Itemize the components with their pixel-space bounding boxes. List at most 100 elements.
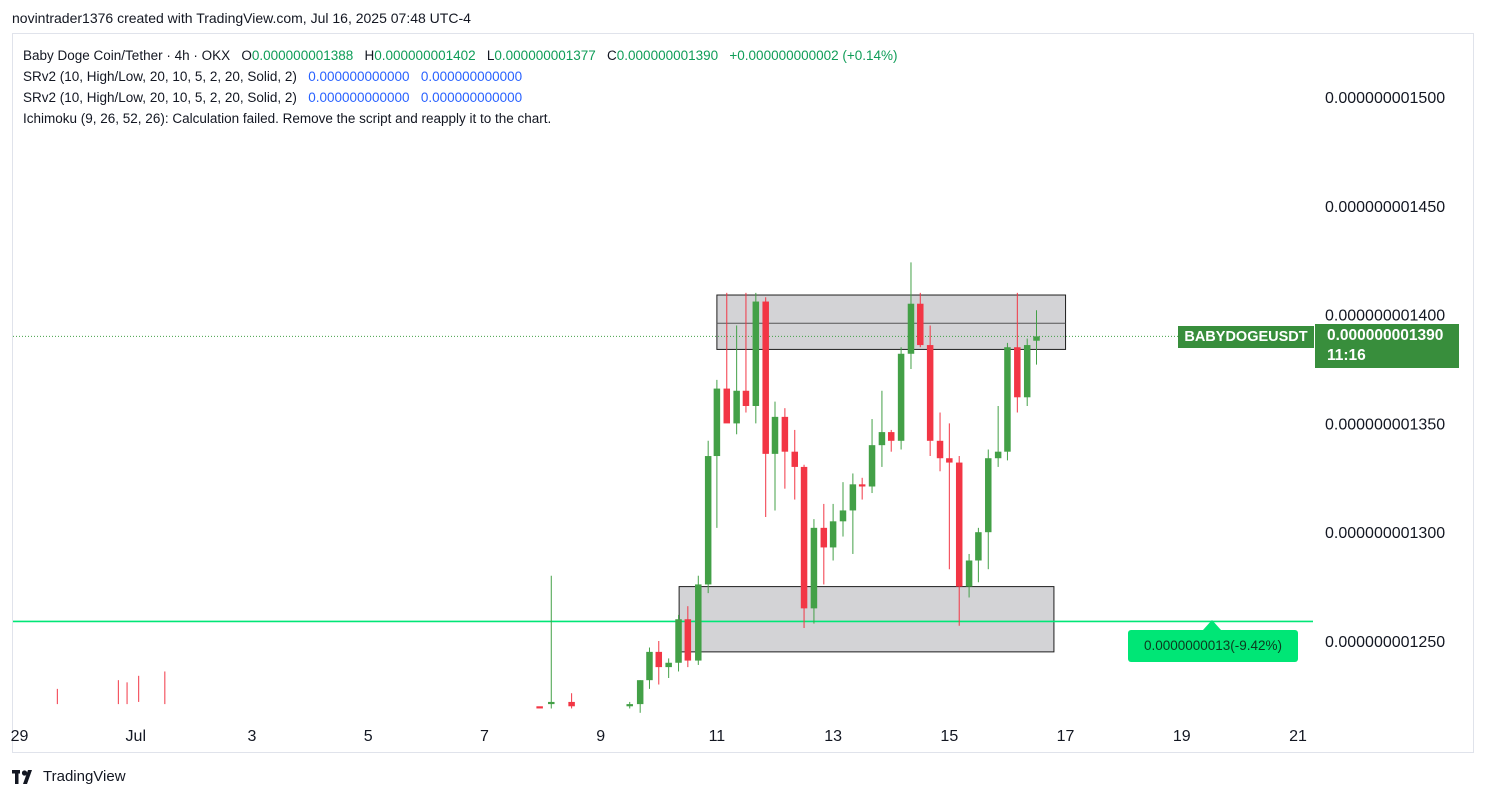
support-zone <box>678 586 1055 653</box>
candle-body <box>849 484 857 511</box>
candle-down <box>742 292 750 413</box>
indicator-label: SRv2 (10, High/Low, 20, 10, 5, 2, 20, So… <box>23 90 297 105</box>
candle-body <box>771 416 779 454</box>
time-tick-label: 3 <box>248 728 257 745</box>
candle-up <box>665 658 672 678</box>
candle-body <box>684 619 692 661</box>
candle-body <box>742 390 750 406</box>
candle-down <box>858 477 866 500</box>
open-label: O <box>241 48 252 63</box>
last-price-value: 0.000000001390 <box>1327 327 1444 344</box>
measure-label[interactable]: 0.0000000013(-9.42%) <box>1128 630 1298 662</box>
candle-body <box>800 466 808 609</box>
last-price-tag: 0.000000001390 11:16 <box>1315 324 1459 368</box>
candle-body <box>655 651 663 668</box>
chart-legend: Baby Doge Coin/Tether · 4h · OKX O0.0000… <box>23 45 898 129</box>
indicator-value: 0.000000000000 <box>308 69 410 84</box>
candle-down <box>800 464 808 628</box>
candle-down <box>791 429 799 500</box>
time-tick-label: Jul <box>126 728 146 745</box>
candle-down <box>887 429 895 452</box>
candle-down <box>946 423 953 570</box>
open-value: 0.000000001388 <box>251 48 354 63</box>
candle-body <box>713 388 721 457</box>
time-tick-label: 9 <box>596 728 605 745</box>
candle-body <box>829 521 837 548</box>
low-label: L <box>486 48 495 63</box>
price-tick-label: 0.000000001350 <box>1325 416 1445 433</box>
indicator-value: 0.000000000000 <box>420 69 523 84</box>
candle-up <box>704 440 712 594</box>
candle-body <box>704 456 712 585</box>
candle-down <box>926 325 934 457</box>
candle-up <box>868 419 876 494</box>
lines-layer <box>13 335 1313 623</box>
candle-up <box>994 405 1002 467</box>
candle-up <box>771 401 779 511</box>
candle-up <box>1023 338 1031 406</box>
symbol-price-tag: BABYDOGEUSDT <box>1178 326 1314 348</box>
candle-body <box>868 445 876 487</box>
time-axis: 29 Jul 3 5 7 9 11 13 15 17 19 21 <box>11 728 1307 745</box>
candle-up <box>897 347 905 450</box>
time-tick-label: 13 <box>824 728 842 745</box>
indicator-row-srv2-1[interactable]: SRv2 (10, High/Low, 20, 10, 5, 2, 20, So… <box>23 66 898 87</box>
time-tick-label: 11 <box>709 728 726 745</box>
candle-up <box>636 680 644 713</box>
candle-down <box>536 706 543 709</box>
time-tick-label: 29 <box>11 728 29 745</box>
candle-down <box>1014 292 1021 413</box>
candle-up <box>548 575 555 709</box>
time-tick-label: 15 <box>940 728 958 745</box>
candles-layer <box>56 262 1040 713</box>
candle-up <box>810 519 818 624</box>
candle-body <box>955 462 963 587</box>
candle-body <box>791 451 799 467</box>
candle-body <box>897 353 905 441</box>
candle-up <box>965 553 973 598</box>
candle-body <box>636 680 644 705</box>
candle-down <box>655 641 663 685</box>
candle-body <box>733 390 740 424</box>
candle-body <box>887 432 895 441</box>
candle-body <box>1014 347 1021 398</box>
brand-footer[interactable]: TradingView <box>12 768 126 785</box>
price-tick-label: 0.000000001450 <box>1325 199 1445 216</box>
resistance-zone <box>716 294 1067 350</box>
candle-body <box>1023 345 1031 398</box>
indicator-value: 0.000000000000 <box>420 90 523 105</box>
candle-up <box>1033 310 1040 365</box>
candle-down <box>955 456 963 626</box>
change-value: +0.000000000002 (+0.14%) <box>729 48 898 63</box>
candle-body <box>1033 336 1040 341</box>
candle-body <box>965 560 973 587</box>
candle-body <box>665 662 672 668</box>
candle-body <box>985 458 992 533</box>
candle-up <box>713 379 721 528</box>
candle-body <box>839 510 847 522</box>
candle-up <box>829 503 837 561</box>
candle-body <box>695 584 702 661</box>
time-tick-label: 7 <box>480 728 489 745</box>
candle-up <box>839 482 847 537</box>
symbol-legend-row[interactable]: Baby Doge Coin/Tether · 4h · OKX O0.0000… <box>23 45 898 66</box>
indicator-label: SRv2 (10, High/Low, 20, 10, 5, 2, 20, So… <box>23 69 297 84</box>
candle-down <box>684 606 692 668</box>
indicator-row-srv2-2[interactable]: SRv2 (10, High/Low, 20, 10, 5, 2, 20, So… <box>23 87 898 108</box>
candle-up <box>752 292 760 424</box>
candle-up <box>878 390 886 467</box>
candle-body <box>810 527 818 609</box>
zones-layer <box>678 294 1067 653</box>
candle-down <box>917 292 924 348</box>
candle-body <box>878 432 886 446</box>
candle-body <box>926 345 934 441</box>
low-value: 0.000000001377 <box>494 48 596 63</box>
time-tick-label: 17 <box>1057 728 1075 745</box>
candle-body <box>646 651 653 681</box>
chart-credit: novintrader1376 created with TradingView… <box>12 10 471 26</box>
price-tick-label: 0.000000001500 <box>1325 90 1445 107</box>
candle-body <box>752 301 760 406</box>
indicator-row-ichimoku[interactable]: Ichimoku (9, 26, 52, 26): Calculation fa… <box>23 108 898 129</box>
candle-body <box>820 527 828 548</box>
